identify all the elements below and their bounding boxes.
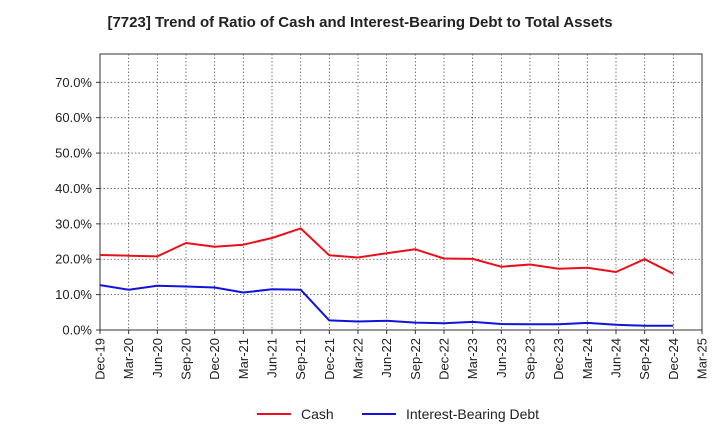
x-tick-label: Dec-19	[93, 338, 108, 380]
series-line-interest-bearing-debt	[99, 284, 674, 327]
legend-label-cash: Cash	[301, 406, 334, 422]
legend-swatch-cash	[257, 413, 291, 415]
chart-title: [7723] Trend of Ratio of Cash and Intere…	[107, 14, 613, 31]
legend-item-cash: Cash	[257, 406, 334, 422]
legend-swatch-debt	[362, 413, 396, 415]
y-tick-label: 70.0%	[55, 75, 92, 90]
y-tick-label: 10.0%	[55, 287, 92, 302]
x-tick-label: Jun-23	[494, 338, 509, 378]
y-tick-label: 20.0%	[55, 252, 92, 267]
series-line-cash	[99, 227, 674, 275]
y-tick-label: 60.0%	[55, 110, 92, 125]
x-tick-label: Mar-20	[121, 338, 136, 379]
y-tick-label: 0.0%	[62, 323, 92, 338]
x-tick-label: Dec-21	[322, 338, 337, 380]
x-tick-label: Jun-22	[379, 338, 394, 378]
x-tick-label: Dec-20	[207, 338, 222, 380]
x-tick-label: Sep-22	[408, 338, 423, 380]
x-tick-label: Jun-21	[265, 338, 280, 378]
x-tick-label: Jun-20	[150, 338, 165, 378]
y-tick-label: 40.0%	[55, 181, 92, 196]
x-tick-label: Mar-23	[465, 338, 480, 379]
x-tick-label: Mar-21	[236, 338, 251, 379]
x-tick-label: Jun-24	[609, 338, 624, 378]
x-tick-label: Sep-23	[523, 338, 538, 380]
x-tick-label: Sep-24	[637, 338, 652, 380]
x-tick-label: Mar-24	[580, 338, 595, 379]
y-tick-label: 50.0%	[55, 146, 92, 161]
plot-area	[99, 53, 703, 331]
x-tick-label: Sep-20	[179, 338, 194, 380]
x-tick-label: Mar-25	[695, 338, 710, 379]
grid-lines	[100, 54, 702, 330]
x-axis: Dec-19 Mar-20 Jun-20 Sep-20 Dec-20 Mar-21 Jun-…	[93, 330, 710, 380]
y-axis: 0.0% 10.0% 20.0% 30.0% 40.0% 50.0% 60.0% 70.0%	[55, 75, 100, 338]
x-tick-label: Dec-23	[551, 338, 566, 380]
legend-label-debt: Interest-Bearing Debt	[406, 406, 540, 422]
legend-item-interest-bearing-debt: Interest-Bearing Debt	[362, 406, 539, 422]
x-tick-label: Sep-21	[293, 338, 308, 380]
series-lines	[99, 227, 674, 327]
y-tick-label: 30.0%	[55, 216, 92, 231]
x-tick-label: Dec-24	[666, 338, 681, 380]
x-tick-label: Dec-22	[437, 338, 452, 380]
x-tick-label: Mar-22	[351, 338, 366, 379]
